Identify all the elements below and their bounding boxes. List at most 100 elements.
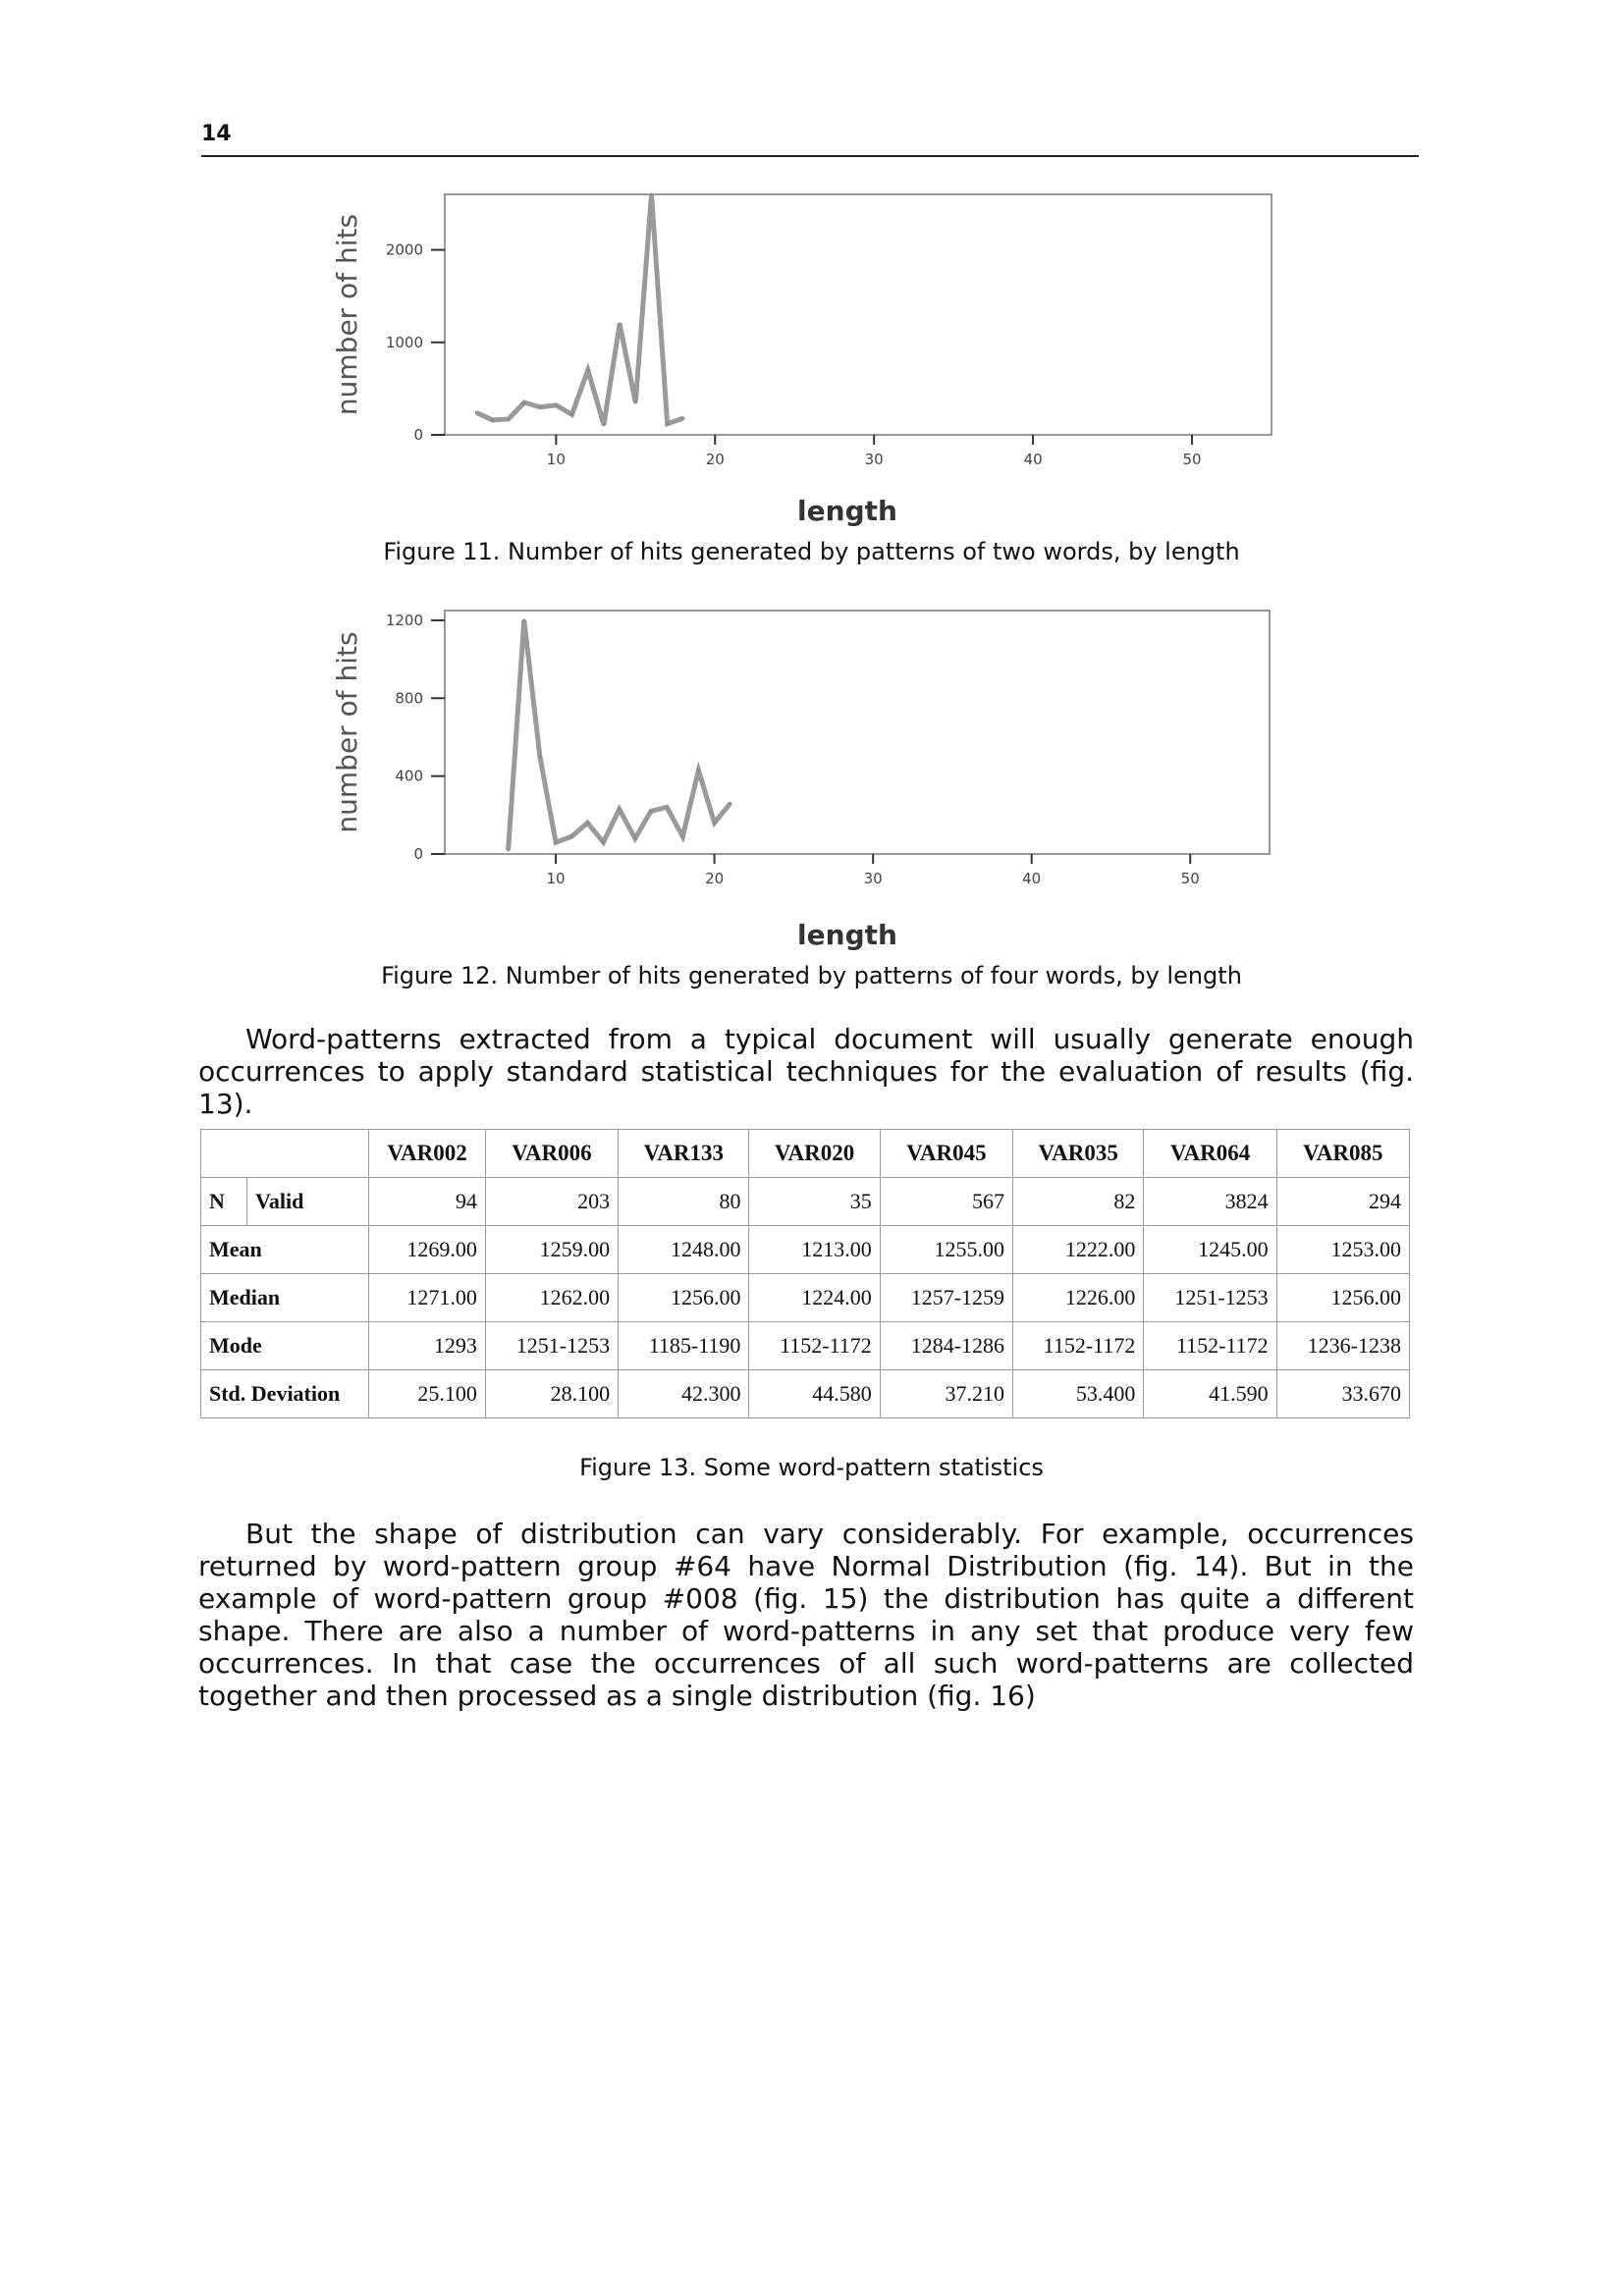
statistics-table: VAR002 VAR006 VAR133 VAR020 VAR045 VAR03… [199,1129,1411,1418]
table-cell: 1271.00 [368,1273,486,1322]
x-tick-label: 50 [1182,451,1201,468]
row-label: Median [199,1273,370,1322]
data-point [554,403,558,407]
table-cell: 1248.00 [618,1225,750,1274]
table-cell: 1185-1190 [618,1321,750,1370]
paragraph-1-text: Word-patterns extracted from a typical d… [198,1023,1414,1120]
data-point [538,405,542,409]
column-header: VAR045 [879,1129,1014,1178]
table-cell: 1152-1172 [748,1321,881,1370]
series-line [475,193,684,428]
paragraph-2-text: But the shape of distribution can vary c… [198,1518,1414,1712]
x-tick-label: 10 [547,870,566,887]
plot-frame [444,193,1272,436]
page-number: 14 [201,122,232,146]
figure-12-chart: 0 400 800 1200 10 20 30 40 50 number of hits lengt… [331,610,1271,951]
table-cell: 1259.00 [484,1225,620,1274]
data-point [680,834,684,838]
table-cell: 37.210 [879,1369,1014,1418]
data-point [538,755,542,759]
table-cell: 25.100 [368,1369,486,1418]
table-cell: 94 [368,1177,486,1226]
data-point [491,418,495,422]
x-axis-label: length [797,495,897,527]
table-cell: 1213.00 [748,1225,881,1274]
data-point [507,417,511,421]
table-cell: 1226.00 [1012,1273,1145,1322]
table-cell: 28.100 [484,1369,620,1418]
data-point [666,422,670,426]
table-cell: 35 [748,1177,881,1226]
table-cell: 294 [1275,1177,1411,1226]
table-cell: 1245.00 [1143,1225,1277,1274]
data-point [474,410,478,414]
table-cell: 1257-1259 [879,1273,1014,1322]
data-point [633,836,637,840]
row-label: Mode [199,1321,370,1370]
data-point [602,840,606,844]
data-point [522,618,526,622]
table-cell: 203 [484,1177,620,1226]
figure-13-caption: Figure 13. Some word-pattern statistics [579,1454,1044,1481]
x-tick-label: 30 [865,451,884,468]
data-point [665,805,669,809]
column-header: VAR085 [1275,1129,1411,1178]
table-cell: 1256.00 [618,1273,750,1322]
table-cell: 3824 [1143,1177,1277,1226]
table-cell: 1255.00 [879,1225,1014,1274]
x-tick-label: 40 [1024,451,1043,468]
y-tick-label: 1200 [386,612,423,629]
x-tick-label: 30 [864,870,883,887]
column-header: VAR133 [618,1129,750,1178]
x-tick-label: 20 [705,870,724,887]
data-point [649,809,653,813]
table-row: N Valid 94 203 80 35 567 82 3824 294 [200,1177,1411,1226]
table-corner-cell [199,1129,370,1178]
table-row: Std. Deviation 25.100 28.100 42.300 44.5… [199,1369,1411,1418]
column-header: VAR035 [1012,1129,1145,1178]
y-tick-label: 0 [413,426,423,444]
x-tick-label: 20 [706,451,725,468]
y-axis-label: number of hits [331,631,363,832]
y-tick-label: 400 [395,768,423,785]
y-tick-label: 0 [413,845,423,863]
plot-frame [444,610,1271,855]
table-cell: 1269.00 [368,1225,486,1274]
data-point [554,840,558,844]
table-cell: 1251-1253 [484,1321,620,1370]
x-tick-label: 10 [547,451,566,468]
row-label: Mean [199,1225,370,1274]
table-row: Mode 1293 1251-1253 1185-1190 1152-1172 … [199,1321,1411,1370]
data-point [618,807,622,811]
data-point [522,400,526,404]
row-label: N [200,1177,247,1226]
table-cell: 1251-1253 [1143,1273,1277,1322]
data-point [618,322,622,326]
table-row: Mean 1269.00 1259.00 1248.00 1213.00 125… [199,1225,1411,1274]
data-point [681,416,685,420]
data-point [585,821,589,825]
data-point [569,834,573,838]
table-cell: 53.400 [1012,1369,1145,1418]
table-cell: 33.670 [1275,1369,1411,1418]
table-cell: 80 [618,1177,750,1226]
data-point [633,400,637,404]
header-rule [201,155,1419,157]
table-cell: 1284-1286 [879,1321,1014,1370]
data-point [586,368,590,372]
x-tick-label: 40 [1022,870,1041,887]
y-tick-label: 1000 [386,334,423,351]
data-point [696,769,700,773]
paragraph-1: Word-patterns extracted from a typical d… [198,1023,1414,1120]
figure-11-caption: Figure 11. Number of hits generated by p… [383,538,1240,565]
data-point [713,821,717,825]
column-header: VAR002 [368,1129,486,1178]
figure-11-chart: 0 1000 2000 10 20 30 40 50 number of hits length [331,192,1272,527]
table-cell: 42.300 [618,1369,750,1418]
data-point [570,412,574,416]
table-cell: 41.590 [1143,1369,1277,1418]
data-point [602,423,606,427]
column-header: VAR006 [484,1129,620,1178]
table-cell: 567 [879,1177,1014,1226]
data-point [507,848,511,852]
